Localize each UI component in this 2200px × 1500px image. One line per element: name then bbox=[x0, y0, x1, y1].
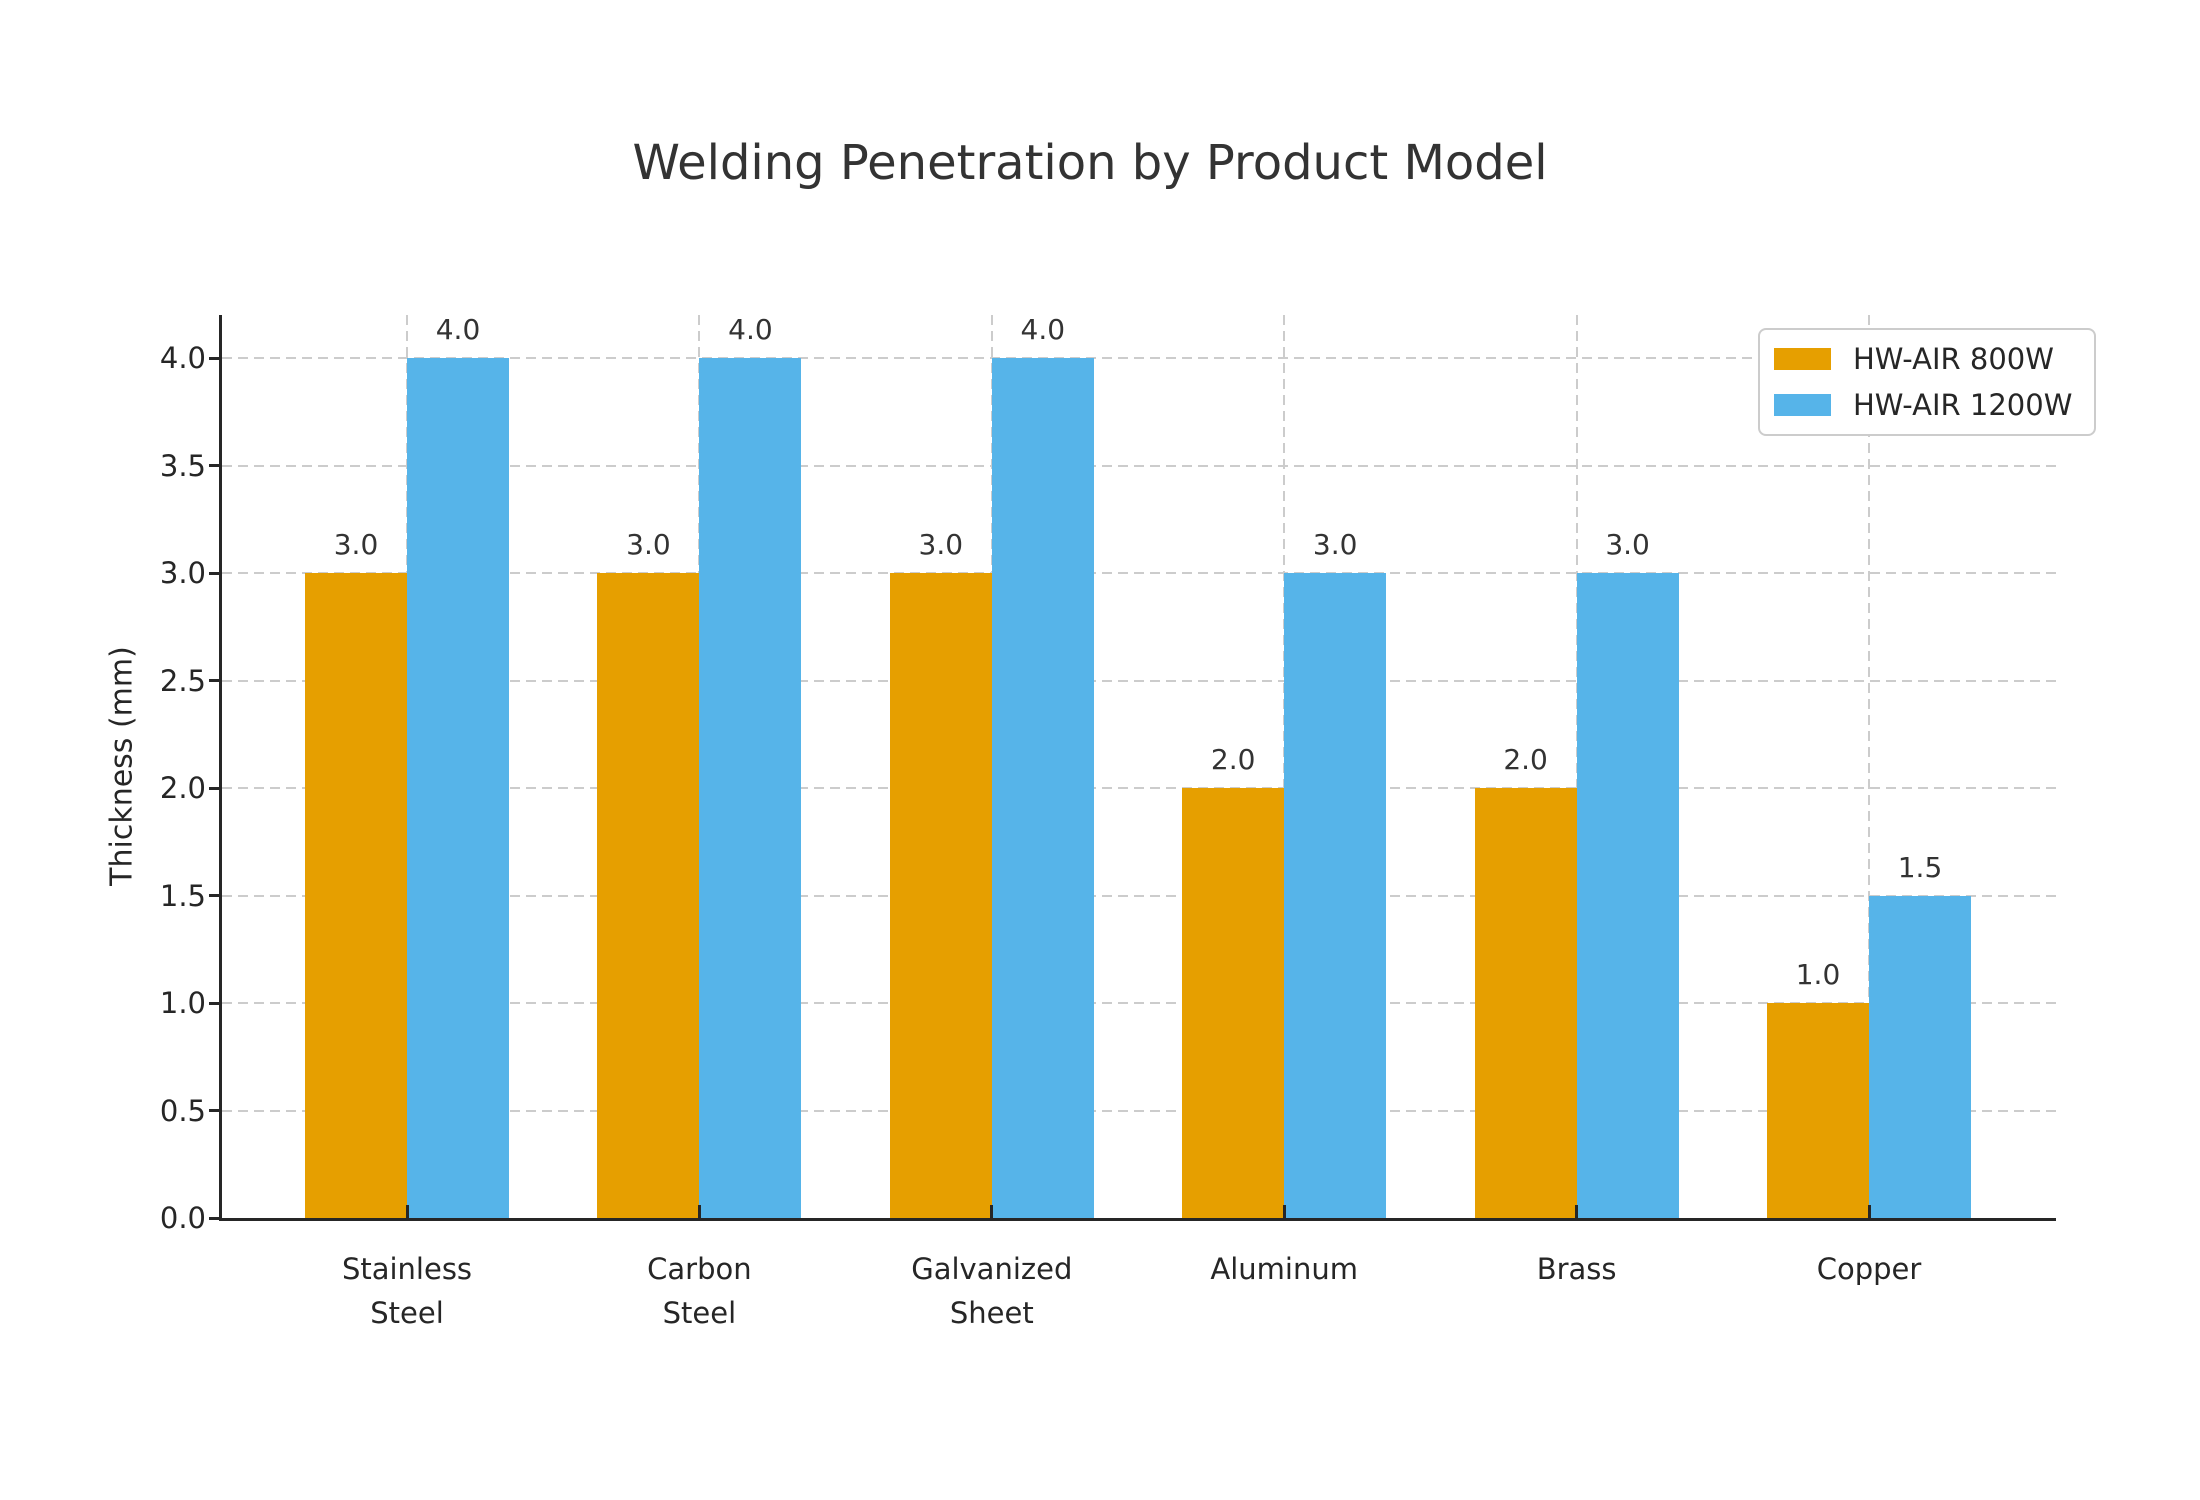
legend-item: HW-AIR 1200W bbox=[1774, 388, 2072, 422]
bar-hw-air-1200w bbox=[407, 358, 509, 1218]
y-tick-label: 1.5 bbox=[159, 878, 206, 913]
y-tick-mark bbox=[209, 1109, 219, 1112]
legend-label: HW-AIR 1200W bbox=[1853, 388, 2073, 422]
y-tick-mark bbox=[209, 1216, 219, 1220]
y-tick-mark bbox=[209, 679, 219, 682]
legend-swatch-icon bbox=[1774, 394, 1831, 416]
y-tick-mark bbox=[209, 894, 219, 897]
x-gridline bbox=[1868, 315, 1870, 1218]
bar-value-label: 4.0 bbox=[1020, 313, 1066, 346]
bar-hw-air-1200w bbox=[1284, 573, 1387, 1218]
y-tick-label: 2.0 bbox=[159, 771, 206, 805]
y-tick-mark bbox=[209, 571, 219, 575]
x-tick-label: Copper bbox=[1816, 1252, 1922, 1286]
y-tick-label: 0.5 bbox=[159, 1093, 206, 1128]
x-tick-label: Stainless Steel bbox=[341, 1252, 473, 1330]
y-tick-label: 3.0 bbox=[159, 556, 206, 590]
legend-label: HW-AIR 800W bbox=[1853, 342, 2054, 376]
y-tick-label: 4.0 bbox=[159, 341, 206, 375]
y-gridline bbox=[222, 679, 2056, 682]
y-gridline bbox=[222, 464, 2056, 467]
legend-item: HW-AIR 800W bbox=[1774, 342, 2072, 376]
bar-hw-air-800w bbox=[597, 573, 700, 1218]
y-tick-mark bbox=[209, 356, 219, 360]
bar-value-label: 1.5 bbox=[1897, 850, 1943, 884]
bar-value-label: 2.0 bbox=[1210, 743, 1256, 776]
bar-hw-air-800w bbox=[305, 573, 407, 1218]
x-tick-mark bbox=[990, 1205, 994, 1218]
y-gridline bbox=[222, 1109, 2056, 1112]
y-gridline bbox=[222, 357, 2056, 359]
x-tick-mark bbox=[1282, 1205, 1286, 1218]
y-gridline bbox=[222, 572, 2056, 574]
bar-hw-air-800w bbox=[1767, 1003, 1869, 1218]
bar-hw-air-800w bbox=[1182, 788, 1285, 1218]
x-tick-mark bbox=[697, 1205, 701, 1218]
y-tick-mark bbox=[209, 1001, 219, 1005]
bar-hw-air-800w bbox=[889, 573, 992, 1218]
bar-value-label: 3.0 bbox=[918, 528, 964, 561]
x-tick-label: Galvanized Sheet bbox=[911, 1252, 1073, 1330]
bar-value-label: 3.0 bbox=[626, 528, 671, 561]
x-axis-spine bbox=[219, 1218, 2056, 1221]
x-tick-label: Carbon Steel bbox=[647, 1252, 752, 1330]
y-tick-mark bbox=[209, 786, 219, 790]
x-tick-label: Brass bbox=[1536, 1252, 1617, 1286]
y-tick-label: 0.0 bbox=[159, 1201, 206, 1235]
y-gridline bbox=[222, 787, 2056, 789]
bar-hw-air-1200w bbox=[1869, 895, 1971, 1218]
x-tick-mark bbox=[405, 1205, 409, 1218]
bar-value-label: 1.0 bbox=[1795, 958, 1841, 991]
bar-hw-air-1200w bbox=[699, 358, 802, 1218]
y-tick-label: 3.5 bbox=[159, 448, 206, 483]
bar-value-label: 3.0 bbox=[1312, 528, 1358, 561]
bar-hw-air-1200w bbox=[991, 358, 1094, 1218]
y-tick-label: 2.5 bbox=[159, 663, 206, 698]
bar-value-label: 3.0 bbox=[333, 528, 379, 561]
y-tick-label: 1.0 bbox=[159, 986, 206, 1020]
y-gridline bbox=[222, 1002, 2056, 1004]
y-gridline bbox=[222, 894, 2056, 897]
legend: HW-AIR 800W HW-AIR 1200W bbox=[1758, 328, 2097, 436]
plot-area: 3.0 4.0 3.0 4.0 3.0 4.0 2.0 3.0 2.0 3.0 1.0 1.5 bbox=[222, 313, 2056, 1218]
y-tick-mark bbox=[209, 464, 219, 467]
bar-value-label: 4.0 bbox=[728, 313, 773, 346]
x-tick-mark bbox=[1867, 1205, 1871, 1218]
chart-title: Welding Penetration by Product Model bbox=[632, 135, 1548, 191]
x-tick-label: Aluminum bbox=[1210, 1252, 1358, 1286]
bar-value-label: 4.0 bbox=[435, 313, 481, 346]
bar-value-label: 3.0 bbox=[1605, 528, 1650, 561]
y-axis-spine bbox=[219, 315, 222, 1221]
bar-value-label: 2.0 bbox=[1503, 743, 1548, 776]
bar-hw-air-800w bbox=[1474, 788, 1577, 1218]
x-tick-mark bbox=[1575, 1205, 1579, 1218]
bar-hw-air-1200w bbox=[1576, 573, 1679, 1218]
legend-swatch-icon bbox=[1774, 348, 1831, 370]
